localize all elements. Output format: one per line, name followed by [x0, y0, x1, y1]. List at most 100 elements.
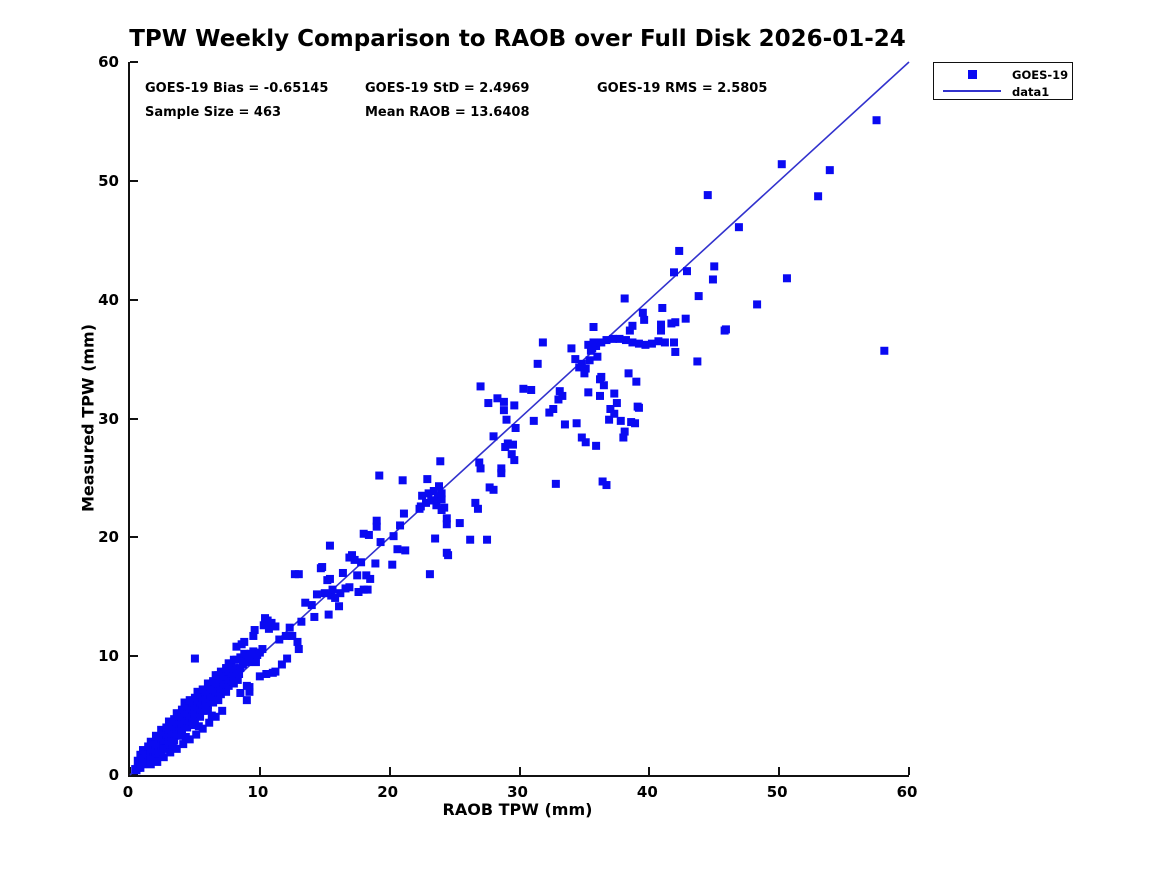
y-tickmark — [130, 179, 138, 182]
data-point-marker — [250, 626, 259, 635]
data-point-marker — [529, 416, 538, 425]
data-point-marker — [580, 369, 589, 378]
x-tickmark — [258, 767, 261, 775]
data-point-marker — [734, 223, 743, 232]
data-point-marker — [324, 610, 333, 619]
stat-std: GOES-19 StD = 2.4969 — [365, 81, 530, 96]
data-point-marker — [640, 315, 649, 324]
y-tick-label: 10 — [98, 647, 119, 666]
x-tickmark — [908, 767, 910, 775]
data-point-marker — [293, 637, 302, 646]
data-point-marker — [398, 476, 407, 485]
data-point-marker — [595, 391, 604, 400]
x-tickmark — [648, 767, 651, 775]
x-tickmark — [388, 767, 391, 775]
data-point-marker — [301, 598, 310, 607]
legend-line-icon — [943, 90, 1001, 92]
data-point-marker — [294, 570, 303, 579]
data-point-marker — [671, 318, 680, 327]
data-point-marker — [185, 735, 194, 744]
data-point-marker — [320, 589, 329, 598]
x-tick-label: 50 — [766, 783, 788, 801]
data-point-marker — [259, 621, 268, 630]
data-point-marker — [357, 558, 366, 567]
data-point-marker — [641, 340, 650, 349]
y-tick-label: 0 — [108, 766, 119, 784]
data-point-marker — [610, 389, 619, 398]
data-point-marker — [608, 334, 617, 343]
data-point-marker — [654, 337, 663, 346]
data-point-marker — [497, 464, 506, 473]
data-point-marker — [499, 397, 508, 406]
data-point-marker — [597, 338, 606, 347]
data-point-marker — [782, 274, 791, 283]
data-point-marker — [444, 551, 453, 560]
data-point-marker — [338, 568, 347, 577]
data-point-marker — [422, 498, 431, 507]
data-point-marker — [571, 355, 580, 364]
data-point-marker — [389, 532, 398, 541]
data-point-marker — [198, 724, 207, 733]
data-point-marker — [489, 485, 498, 494]
legend-label: GOES-19 — [1012, 68, 1069, 82]
data-point-marker — [203, 700, 212, 709]
data-point-marker — [153, 757, 162, 766]
data-point-marker — [172, 744, 181, 753]
data-point-marker — [502, 415, 511, 424]
data-point-marker — [345, 583, 354, 592]
data-point-marker — [396, 521, 405, 530]
data-point-marker — [572, 419, 581, 428]
data-point-marker — [271, 622, 280, 631]
legend-marker-square-icon — [968, 70, 977, 79]
data-point-marker — [471, 498, 480, 507]
x-tickmark — [129, 767, 131, 775]
data-point-marker — [232, 642, 241, 651]
data-point-marker — [489, 432, 498, 441]
data-point-marker — [694, 292, 703, 301]
data-point-marker — [224, 681, 233, 690]
data-point-marker — [218, 706, 227, 715]
data-point-marker — [146, 760, 155, 769]
data-point-marker — [671, 347, 680, 356]
data-point-marker — [577, 433, 586, 442]
data-point-marker — [625, 326, 634, 335]
data-point-marker — [589, 338, 598, 347]
data-point-marker — [336, 589, 345, 598]
data-point-marker — [510, 456, 519, 465]
y-tick-label: 30 — [98, 409, 119, 428]
data-point-marker — [348, 551, 357, 560]
data-point-marker — [416, 502, 425, 511]
data-point-marker — [288, 631, 297, 640]
data-point-marker — [710, 262, 719, 271]
data-point-marker — [476, 464, 485, 473]
data-point-marker — [682, 267, 691, 276]
data-point-marker — [271, 667, 280, 676]
data-point-marker — [455, 519, 464, 528]
data-point-marker — [657, 326, 666, 335]
data-point-marker — [476, 382, 485, 391]
data-point-marker — [354, 587, 363, 596]
data-point-marker — [599, 381, 608, 390]
data-point-marker — [350, 555, 359, 564]
x-tick-label: 40 — [636, 783, 658, 801]
data-point-marker — [493, 394, 502, 403]
data-point-marker — [328, 585, 337, 594]
data-point-marker — [325, 541, 334, 550]
data-point-marker — [401, 546, 410, 555]
y-tickmark — [130, 774, 138, 776]
data-point-marker — [753, 300, 762, 309]
data-point-marker — [236, 689, 245, 698]
data-point-marker — [533, 359, 542, 368]
data-point-marker — [681, 314, 690, 323]
data-point-marker — [190, 654, 199, 663]
data-point-marker — [264, 624, 273, 633]
data-point-marker — [255, 672, 264, 681]
y-tickmark — [130, 655, 138, 658]
data-point-marker — [592, 441, 601, 450]
data-point-marker — [258, 645, 267, 654]
data-point-marker — [588, 344, 597, 353]
data-point-marker — [170, 736, 179, 745]
data-point-marker — [198, 706, 207, 715]
y-axis-label: Measured TPW (mm) — [78, 323, 98, 513]
